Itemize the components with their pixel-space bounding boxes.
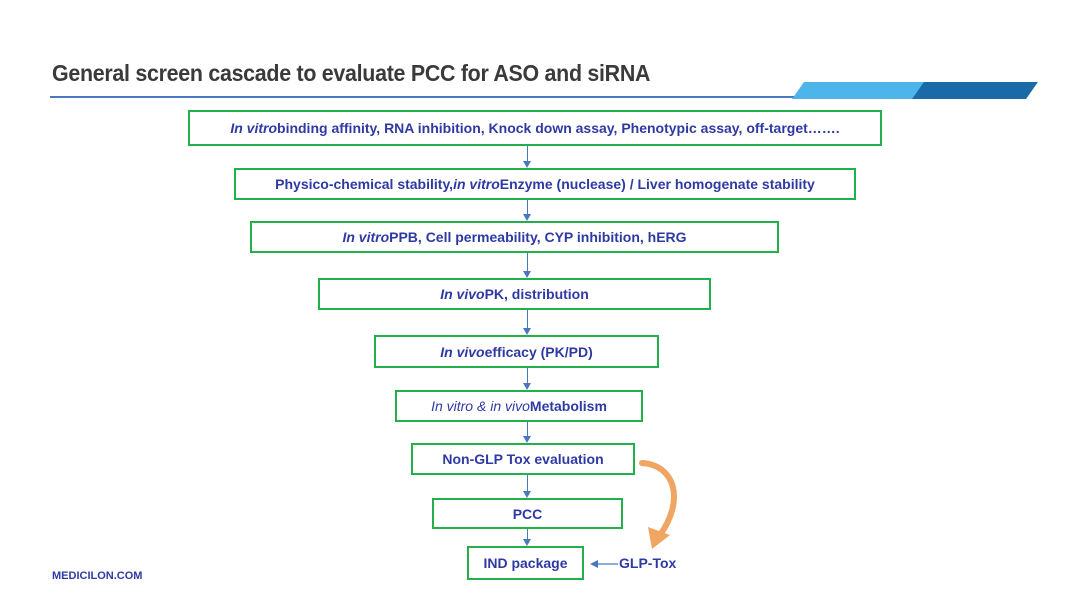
cascade-step: IND package [467, 546, 584, 580]
connector-line [527, 422, 528, 437]
cascade-step: Non-GLP Tox evaluation [411, 443, 635, 475]
connector-line [527, 368, 528, 384]
step-text: PK, distribution [484, 286, 589, 302]
arrow-down-icon [523, 328, 531, 335]
step-text: In vivo [440, 286, 485, 302]
step-text: in vitro [453, 176, 500, 192]
footer-brand: MEDICILON.COM [52, 570, 143, 582]
glp-tox-label: GLP-Tox [619, 555, 677, 571]
step-text: binding affinity, RNA inhibition, Knock … [277, 120, 840, 136]
arrow-down-icon [523, 436, 531, 443]
arrow-down-icon [523, 214, 531, 221]
connector-line [527, 475, 528, 492]
step-text: In vivo [440, 343, 485, 360]
accent-bar-light [792, 82, 926, 99]
step-text: Non-GLP Tox evaluation [442, 451, 604, 467]
arrow-left-icon [590, 560, 618, 568]
connector-line [527, 253, 528, 272]
step-text: IND package [483, 555, 568, 571]
cascade-step: In vitro PPB, Cell permeability, CYP inh… [250, 221, 779, 253]
connector-line [527, 529, 528, 540]
connector-line [527, 146, 528, 162]
curved-arrow-icon [639, 460, 677, 549]
title-underline [50, 96, 795, 98]
cascade-step: In vitro & in vivo Metabolism [395, 390, 643, 422]
step-text: efficacy (PK/PD) [484, 343, 593, 360]
step-text: In vitro [230, 120, 278, 136]
arrow-down-icon [523, 271, 531, 278]
step-text: Metabolism [529, 398, 607, 414]
arrow-down-icon [523, 491, 531, 498]
step-text: PCC [512, 505, 543, 522]
step-text: Enzyme (nuclease) / Liver homogenate sta… [499, 176, 815, 192]
cascade-step: Physico-chemical stability, in vitro Enz… [234, 168, 856, 200]
cascade-step: PCC [432, 498, 623, 529]
cascade-step: In vitro binding affinity, RNA inhibitio… [188, 110, 882, 146]
connector-line [527, 200, 528, 215]
cascade-step: In vivo efficacy (PK/PD) [374, 335, 659, 368]
slide-title: General screen cascade to evaluate PCC f… [52, 60, 651, 86]
cascade-step: In vivo PK, distribution [318, 278, 711, 310]
step-text: Physico-chemical stability, [275, 176, 454, 192]
step-text: In vitro & in vivo [431, 398, 530, 414]
accent-bar-dark [912, 82, 1038, 99]
arrow-down-icon [523, 383, 531, 390]
step-text: PPB, Cell permeability, CYP inhibition, … [389, 229, 687, 245]
arrow-down-icon [523, 539, 531, 546]
connector-line [527, 310, 528, 329]
step-text: In vitro [342, 229, 390, 245]
arrow-down-icon [523, 161, 531, 168]
